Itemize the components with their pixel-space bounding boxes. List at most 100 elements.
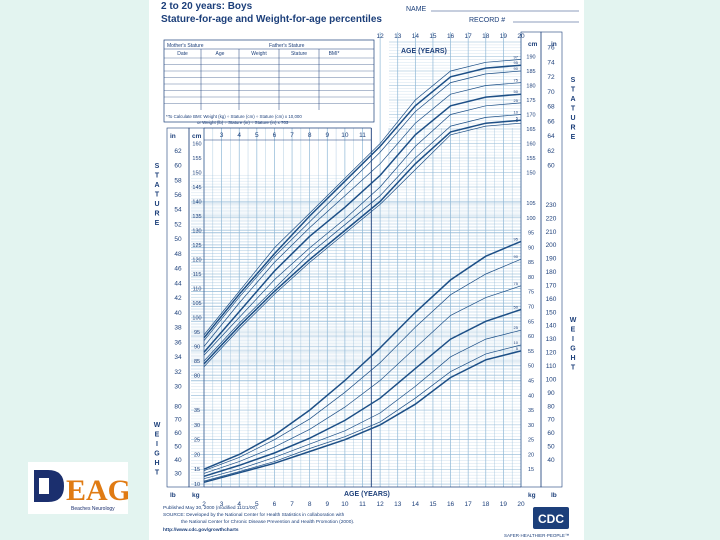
stature-tick-in-left: 34 [174, 354, 182, 361]
fathers-stature-label: Father's Stature [269, 43, 305, 49]
weight-tick-kg-right: 95 [528, 231, 534, 237]
chart-grid [166, 31, 563, 488]
weight-tick-lb-left: 30 [174, 470, 182, 477]
stature-curve-p50 [203, 93, 522, 353]
weight-tick-kg-right: 40 [528, 393, 534, 399]
weight-tick-lb-right: 100 [546, 376, 557, 383]
weight-curve-p10 [203, 344, 522, 482]
weight-tick-lb-right: 210 [546, 229, 557, 236]
stature-tick-in-left: 42 [174, 295, 182, 302]
stature-percentile-label: 75 [514, 78, 519, 83]
age-tick-bottom: 11 [359, 501, 366, 508]
weight-tick-kg-right: 90 [528, 245, 534, 251]
weight-tick-lb-right: 90 [547, 390, 555, 397]
weight-tick-lb-left: 70 [174, 417, 182, 424]
eag-logo-text: EAG [66, 474, 128, 507]
chart-title-line1: 2 to 20 years: Boys [161, 1, 253, 12]
unit-lb-right: lb [551, 492, 557, 499]
weight-tick-lb-right: 200 [546, 242, 557, 249]
vertical-letter: A [154, 182, 159, 189]
vertical-letter: T [571, 87, 576, 94]
age-tick-bottom: 10 [341, 501, 349, 508]
record-table: Mother's Stature Father's Stature Date Ag… [163, 39, 375, 125]
record-label: RECORD # [469, 17, 505, 24]
age-tick-bottom: 4 [237, 501, 241, 508]
weight-percentile-label: 95 [514, 236, 519, 241]
stature-tick-in-left: 52 [174, 221, 182, 228]
stature-tick-cm-left: 95 [194, 330, 200, 336]
stature-tick-cm-left: 150 [192, 171, 201, 177]
eag-logo-tagline: Beaches Neurology [71, 506, 115, 512]
weight-tick-lb-right: 230 [546, 202, 557, 209]
stature-tick-cm-left: 80 [194, 374, 200, 380]
stature-curve-p25 [203, 102, 522, 356]
weight-curve-p95 [203, 240, 522, 470]
stature-tick-cm-left: 140 [192, 200, 201, 206]
weight-tick-lb-right: 40 [547, 457, 555, 464]
weight-tick-lb-right: 120 [546, 350, 557, 357]
eag-logo: EAG Beaches Neurology [28, 462, 128, 514]
weight-tick-kg-left: 35 [194, 408, 200, 414]
age-tick-top: 20 [517, 33, 525, 40]
vertical-letter: E [155, 220, 160, 227]
axis-labels: 2334455667788991010111112121313141415151… [174, 33, 556, 508]
age-tick-top: 12 [376, 33, 384, 40]
age-tick-bottom: 2 [202, 501, 206, 508]
stature-tick-cm-right: 170 [526, 113, 535, 119]
weight-tick-lb-left: 40 [174, 457, 182, 464]
vertical-letter: H [154, 460, 159, 467]
weight-percentile-label: 25 [514, 325, 519, 330]
vertical-letter: R [570, 125, 575, 132]
age-tick-mid: 4 [237, 132, 241, 139]
stature-tick-cm-left: 135 [192, 214, 201, 220]
age-tick-bottom: 18 [482, 501, 490, 508]
weight-tick-lb-right: 140 [546, 323, 557, 330]
weight-tick-lb-left: 50 [174, 444, 182, 451]
weight-tick-kg-left: 25 [194, 438, 200, 444]
stature-tick-in-left: 44 [174, 280, 182, 287]
weight-tick-lb-right: 50 [547, 444, 555, 451]
vertical-letter: S [571, 77, 576, 84]
stature-tick-cm-left: 115 [193, 272, 202, 278]
stature-tick-in-right: 62 [547, 148, 555, 155]
stature-percentile-label: 50 [514, 89, 519, 94]
stature-tick-in-left: 40 [174, 310, 182, 317]
age-tick-mid: 3 [220, 132, 224, 139]
age-tick-mid: 8 [308, 132, 312, 139]
stature-percentile-label: 95 [514, 60, 519, 65]
stature-curve-p90 [203, 70, 522, 341]
unit-in-right: in [551, 41, 557, 48]
stature-tick-cm-left: 85 [194, 359, 200, 365]
growth-chart-svg: 2 to 20 years: Boys Stature-for-age and … [154, 1, 579, 538]
vertical-letter: T [571, 365, 576, 372]
weight-tick-lb-right: 80 [547, 403, 555, 410]
stature-tick-in-left: 50 [174, 236, 182, 243]
age-tick-mid: 11 [359, 132, 366, 139]
age-tick-top: 18 [482, 33, 490, 40]
weight-tick-lb-right: 220 [546, 215, 557, 222]
stature-tick-cm-left: 120 [192, 258, 201, 264]
unit-cm-right: cm [528, 41, 538, 48]
age-tick-bottom: 6 [273, 501, 277, 508]
age-tick-bottom: 20 [517, 501, 525, 508]
weight-tick-kg-right: 35 [528, 408, 534, 414]
weight-tick-lb-right: 160 [546, 296, 557, 303]
weight-percentile-label: 50 [514, 304, 519, 309]
stature-curve-p3 [203, 122, 522, 368]
vertical-letter: W [154, 422, 161, 429]
stature-tick-in-left: 36 [174, 339, 182, 346]
stature-percentile-label: 97 [514, 54, 519, 59]
stature-tick-cm-right: 155 [526, 156, 535, 162]
vertical-letter: U [154, 201, 159, 208]
age-tick-bottom: 12 [376, 501, 384, 508]
age-tick-bottom: 3 [220, 501, 224, 508]
weight-tick-kg-left: 20 [194, 452, 200, 458]
weight-tick-kg-left: 30 [194, 423, 200, 429]
stature-tick-cm-left: 90 [194, 345, 200, 351]
vertical-letter: I [156, 441, 158, 448]
age-tick-bottom: 13 [394, 501, 402, 508]
weight-tick-lb-right: 180 [546, 269, 557, 276]
stature-percentile-label: 25 [514, 98, 519, 103]
stature-tick-in-right: 68 [547, 104, 555, 111]
